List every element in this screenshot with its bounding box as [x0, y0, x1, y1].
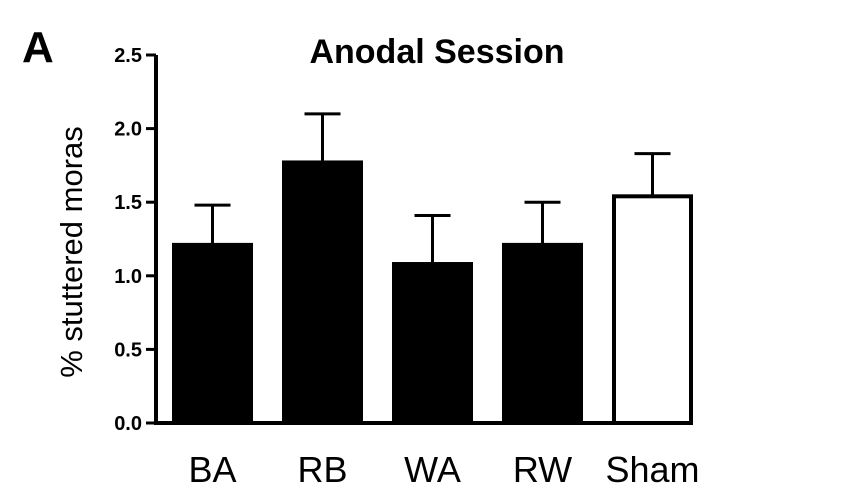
error-bars — [194, 112, 671, 265]
y-tick-label: 1.5 — [114, 192, 142, 214]
bar-sham — [612, 194, 693, 425]
x-tick-label-rw: RW — [513, 449, 572, 490]
bar-ba — [172, 242, 253, 425]
panel-label: A — [22, 23, 54, 72]
x-tick-label-ba: BA — [188, 449, 236, 490]
y-tick-labels: 0.0 0.5 1.0 1.5 2.0 2.5 — [114, 45, 142, 435]
x-tick-label-wa: WA — [404, 449, 461, 490]
bar-rw — [502, 242, 583, 425]
x-tick-labels: BA RB WA RW Sham — [188, 449, 699, 490]
chart-title: Anodal Session — [309, 33, 564, 71]
x-tick-label-rb: RB — [297, 449, 347, 490]
bar-rb — [282, 160, 363, 425]
bars — [172, 160, 693, 425]
y-tick-label: 0.5 — [114, 339, 142, 361]
y-axis-label: % stuttered moras — [54, 126, 89, 378]
x-tick-label-sham: Sham — [605, 449, 699, 490]
y-tick-label: 0.0 — [114, 413, 142, 435]
y-tick-label: 1.0 — [114, 266, 142, 288]
bar-wa — [392, 262, 473, 425]
y-tick-label: 2.0 — [114, 119, 142, 141]
y-tick-label: 2.5 — [114, 45, 142, 67]
